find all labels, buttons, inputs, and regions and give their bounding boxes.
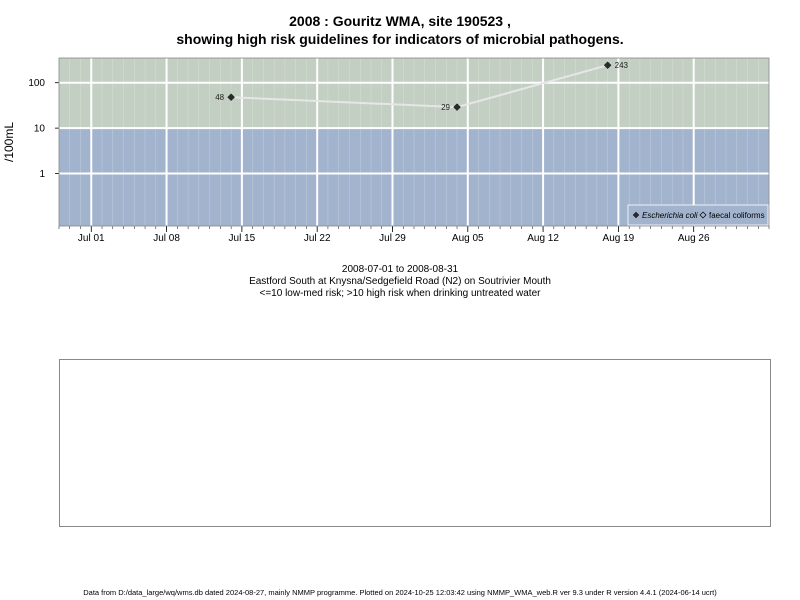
chart-title-line-2: showing high risk guidelines for indicat… xyxy=(176,31,624,47)
high-risk-band xyxy=(59,58,769,129)
empty-plot-panel xyxy=(59,359,771,527)
data-point xyxy=(227,93,235,101)
x-tick-label: Aug 05 xyxy=(452,233,484,244)
legend-faecal-marker xyxy=(699,211,707,219)
x-tick-label: Jul 08 xyxy=(153,233,180,244)
plot-frame xyxy=(58,57,770,227)
legend-box xyxy=(627,204,769,226)
data-label: 243 xyxy=(615,61,629,70)
plot-area: Jul 01 Jul 08 Jul 15 Jul 22 Jul 29 Aug 05 Aug … xyxy=(2,57,770,244)
legend-faecal-label: faecal coliforms xyxy=(709,211,765,220)
x-tick-label: Jul 29 xyxy=(379,233,406,244)
data-point xyxy=(603,61,612,69)
legend-ecoli-marker xyxy=(632,211,640,219)
chart-svg: Jul 01 Jul 08 Jul 15 Jul 22 Jul 29 Aug 05 Aug … xyxy=(2,57,770,244)
data-label: 29 xyxy=(441,103,450,112)
y-axis-label: /100mL xyxy=(2,122,16,162)
x-tick-label: Jul 01 xyxy=(78,233,105,244)
data-label: 48 xyxy=(215,93,224,102)
data-point xyxy=(453,103,461,111)
caption-date-range: 2008-07-01 to 2008-08-31 xyxy=(341,264,459,275)
legend-ecoli-label: Escherichia coli xyxy=(642,211,698,220)
x-tick-label: Aug 12 xyxy=(527,233,559,244)
x-tick-label: Jul 15 xyxy=(229,233,256,244)
caption-site-description: Eastford South at Knysna/Sedgefield Road… xyxy=(249,276,551,287)
y-tick-label: 100 xyxy=(28,78,45,89)
footer-note: Data from D:/data_large/wq/wms.db dated … xyxy=(83,588,717,597)
x-tick-label: Jul 22 xyxy=(304,233,331,244)
x-tick-label: Aug 26 xyxy=(678,233,710,244)
caption-risk-note: <=10 low-med risk; >10 high risk when dr… xyxy=(259,288,541,299)
chart-title-line-1: 2008 : Gouritz WMA, site 190523 , xyxy=(289,13,511,29)
y-tick-label: 1 xyxy=(39,169,45,180)
x-tick-label: Aug 19 xyxy=(603,233,635,244)
y-tick-label: 10 xyxy=(34,124,46,135)
